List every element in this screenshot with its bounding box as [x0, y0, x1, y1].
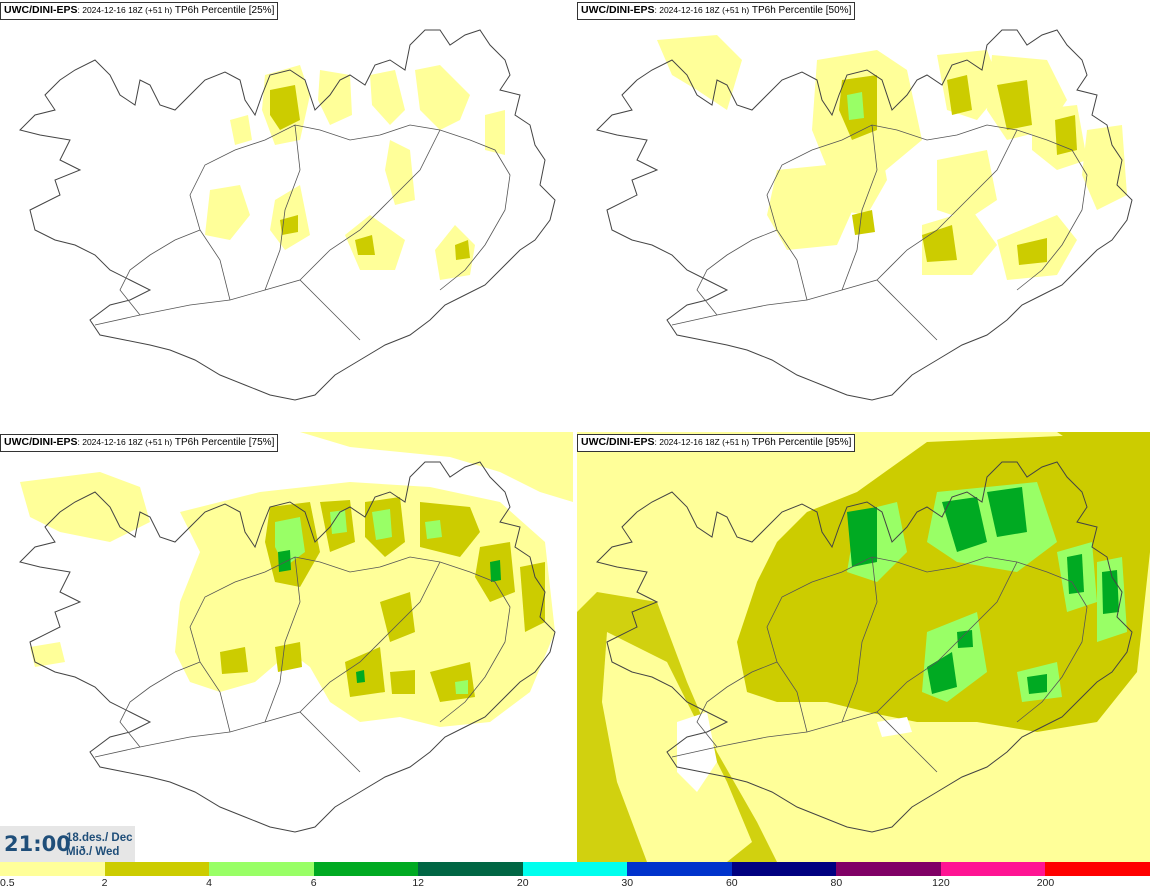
colorbar-label: 60 — [725, 877, 738, 889]
valid-day-line: Mið./ Wed — [66, 846, 120, 858]
colorbar-segment — [1045, 862, 1150, 876]
colorbar-label: 4 — [206, 877, 212, 889]
colorbar-label: 12 — [412, 877, 425, 889]
panel-divider-horizontal — [0, 430, 1150, 432]
valid-date-line: 18.des./ Dec — [66, 832, 133, 844]
map-panel-p95: UWC/DINI-EPS: 2024-12-16 18Z (+51 h) TP6… — [577, 432, 1150, 862]
colorbar-label: 200 — [1036, 877, 1055, 889]
colorbar-label: 6 — [310, 877, 317, 889]
map-panel-p75: UWC/DINI-EPS: 2024-12-16 18Z (+51 h) TP6… — [0, 432, 573, 862]
colorbar-segment — [313, 862, 419, 876]
precip-map-p95 — [577, 432, 1150, 862]
colorbar-segment — [731, 862, 837, 876]
colorbar-label: 30 — [621, 877, 634, 889]
colorbar-label: 2 — [101, 877, 108, 889]
panel-title: UWC/DINI-EPS: 2024-12-16 18Z (+51 h) TP6… — [0, 2, 279, 20]
colorbar-label: 0.5 — [0, 877, 15, 889]
map-panel-p25: UWC/DINI-EPS: 2024-12-16 18Z (+51 h) TP6… — [0, 0, 573, 430]
precip-map-p25 — [19, 29, 556, 401]
precip-areas — [577, 432, 1150, 862]
colorbar-segment — [418, 862, 524, 876]
precip-map-p75 — [19, 432, 573, 833]
valid-time: 21:00 — [4, 832, 71, 856]
map-panel-p50: UWC/DINI-EPS: 2024-12-16 18Z (+51 h) TP6… — [577, 0, 1150, 430]
colorbar-segment — [209, 862, 315, 876]
colorbar-segment — [522, 862, 628, 876]
panel-title: UWC/DINI-EPS: 2024-12-16 18Z (+51 h) TP6… — [577, 2, 856, 20]
precip-areas — [20, 432, 573, 727]
precip-map-p50 — [596, 29, 1133, 401]
valid-time-box: 21:00 18.des./ Dec Mið./ Wed — [0, 826, 135, 862]
colorbar-label: 120 — [932, 877, 950, 889]
valid-date: 18.des./ Dec Mið./ Wed — [66, 831, 132, 859]
colorbar-segment — [940, 862, 1046, 876]
precip-colorbar: 0.5 2 4 6 12 20 30 60 80 120 200 — [0, 862, 1150, 891]
colorbar-label: 20 — [516, 877, 529, 889]
colorbar-segment — [104, 862, 210, 876]
precip-areas — [657, 35, 1127, 280]
colorbar-segment — [0, 862, 105, 876]
panel-title: UWC/DINI-EPS: 2024-12-16 18Z (+51 h) TP6… — [577, 434, 856, 452]
colorbar-segment — [836, 862, 942, 876]
precip-areas — [205, 65, 505, 280]
panel-title: UWC/DINI-EPS: 2024-12-16 18Z (+51 h) TP6… — [0, 434, 279, 452]
colorbar-label: 80 — [830, 877, 843, 889]
colorbar-segment — [627, 862, 733, 876]
